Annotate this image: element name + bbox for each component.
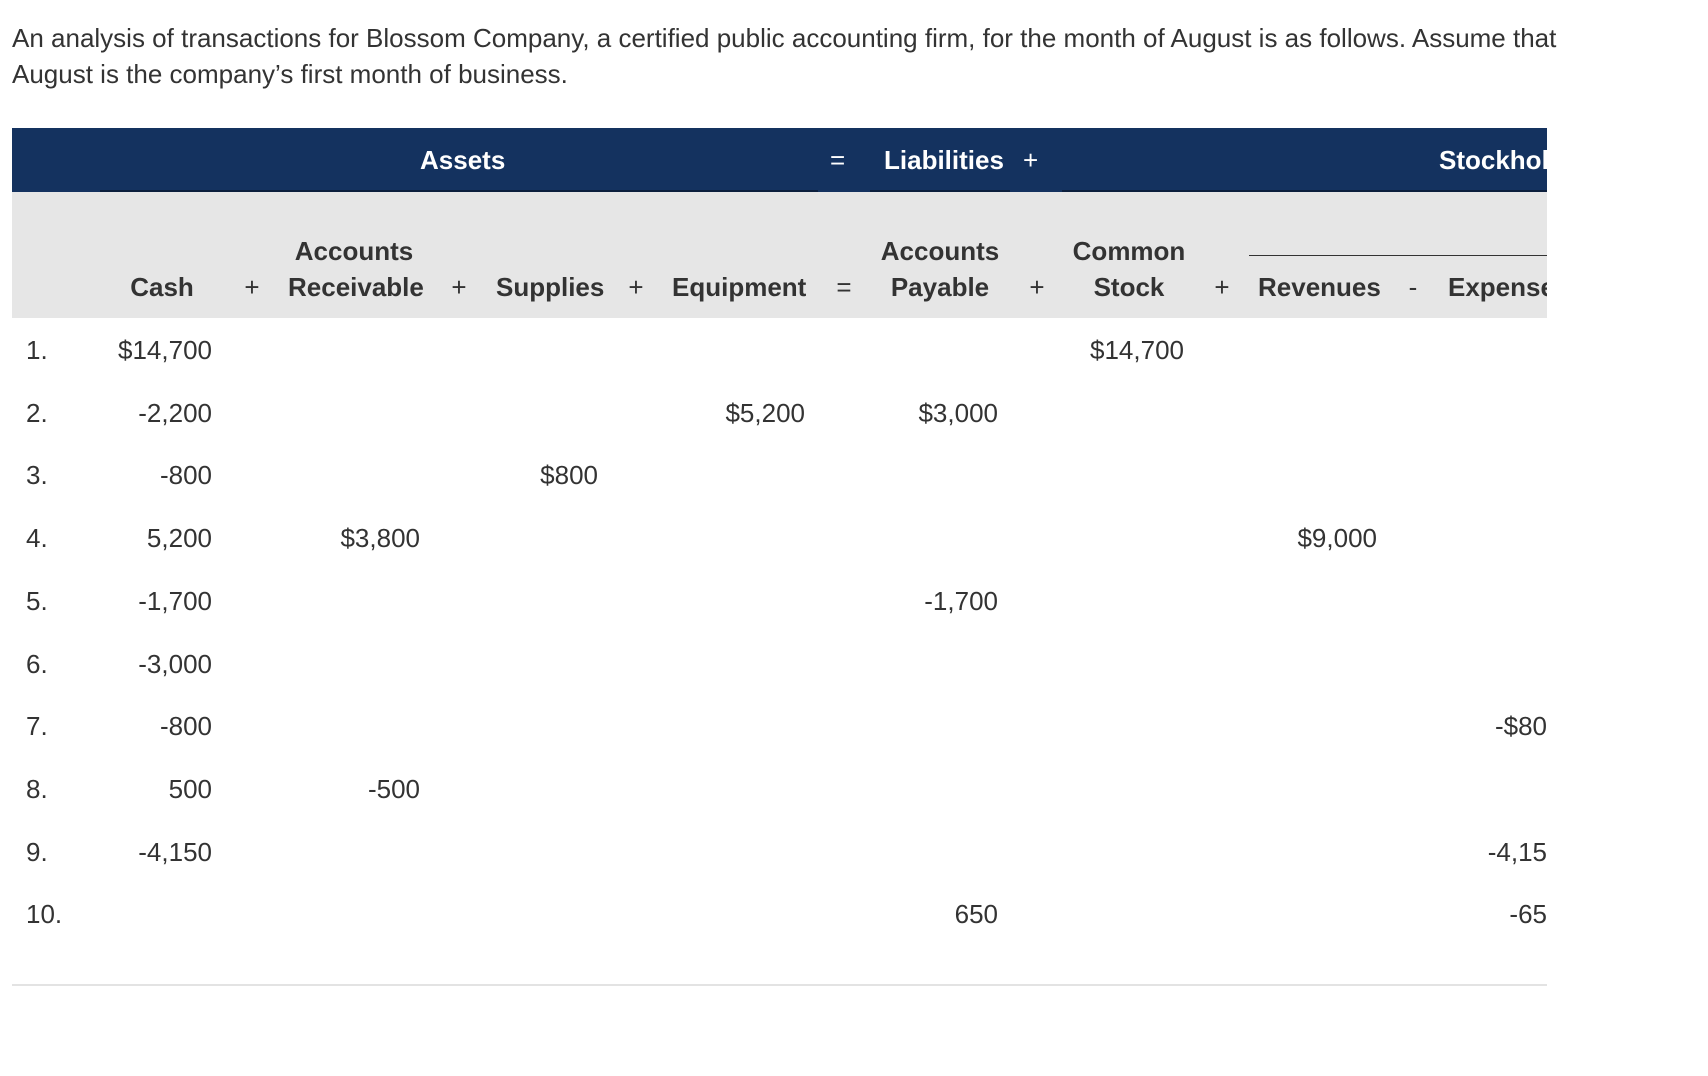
bottom-divider: [12, 984, 1547, 986]
cell-supplies: $800: [540, 460, 598, 490]
stockholders-equity-heading: Stockhol: [1439, 145, 1547, 175]
cell-cash: -4,150: [138, 837, 212, 867]
row-number: 6.: [26, 649, 48, 679]
retained-earnings-rule: [1249, 255, 1547, 256]
cell-expenses: -4,15: [1487, 837, 1547, 867]
col-cs-line2: Stock: [1093, 272, 1165, 302]
cell-cash: -800: [159, 460, 212, 490]
row-number: 5.: [26, 586, 48, 616]
accounting-equation-table: Assets = Liabilities + Stockhol Cash + A…: [12, 128, 1547, 1008]
cell-cash: 5,200: [146, 523, 212, 553]
op-plus-4: +: [1029, 272, 1045, 302]
row-number: 3.: [26, 460, 48, 490]
row-number: 10.: [26, 899, 63, 929]
row-number: 9.: [26, 837, 48, 867]
col-cash: Cash: [130, 272, 194, 302]
table-header-band: [12, 128, 1547, 192]
cell-cash: -2,200: [138, 398, 212, 428]
row-number: 7.: [26, 711, 48, 741]
op-equals: =: [836, 272, 852, 302]
cell-cash: -3,000: [138, 649, 212, 679]
cell-accounts-payable: 650: [954, 899, 998, 929]
op-plus-5: +: [1214, 272, 1230, 302]
assets-heading: Assets: [420, 145, 506, 175]
row-number: 8.: [26, 774, 48, 804]
row-number: 2.: [26, 398, 48, 428]
equity-underline: [1062, 190, 1547, 192]
op-minus: -: [1408, 272, 1418, 302]
cell-common-stock: $14,700: [1090, 335, 1184, 365]
col-supplies: Supplies: [496, 272, 605, 302]
cell-accounts-receivable: -500: [367, 774, 420, 804]
cell-cash: $14,700: [118, 335, 212, 365]
op-plus-3: +: [628, 272, 644, 302]
col-ar-line1: Accounts: [294, 236, 414, 266]
col-ap-line2: Payable: [890, 272, 990, 302]
col-ar-line2: Receivable: [288, 272, 424, 302]
liabilities-heading: Liabilities: [884, 145, 1004, 175]
cell-accounts-payable: -1,700: [924, 586, 998, 616]
cell-revenues: $9,000: [1297, 523, 1377, 553]
col-revenues: Revenues: [1258, 272, 1381, 302]
row-number: 4.: [26, 523, 48, 553]
col-ap-line1: Accounts: [880, 236, 1000, 266]
intro-paragraph: An analysis of transactions for Blossom …: [12, 20, 1572, 92]
row-number: 1.: [26, 335, 48, 365]
cell-cash: -800: [159, 711, 212, 741]
cell-equipment: $5,200: [725, 398, 805, 428]
cell-cash: -1,700: [138, 586, 212, 616]
op-plus-2: +: [451, 272, 467, 302]
col-expenses: Expense: [1448, 272, 1547, 302]
cell-expenses: -$80: [1494, 711, 1547, 741]
liabilities-underline: [870, 190, 1010, 192]
assets-underline: [100, 190, 818, 192]
cell-expenses: -65: [1509, 899, 1547, 929]
band-equals-sign: =: [830, 145, 846, 175]
cell-accounts-receivable: $3,800: [340, 523, 420, 553]
col-cs-line1: Common: [1072, 236, 1186, 266]
cell-cash: 500: [168, 774, 212, 804]
intro-line-1: An analysis of transactions for Blossom …: [12, 23, 1557, 53]
op-plus-1: +: [244, 272, 260, 302]
band-plus-sign: +: [1023, 145, 1039, 175]
col-equipment: Equipment: [672, 272, 807, 302]
cell-accounts-payable: $3,000: [918, 398, 998, 428]
intro-line-2: August is the company’s first month of b…: [12, 59, 568, 89]
equals-gap: [818, 190, 870, 192]
